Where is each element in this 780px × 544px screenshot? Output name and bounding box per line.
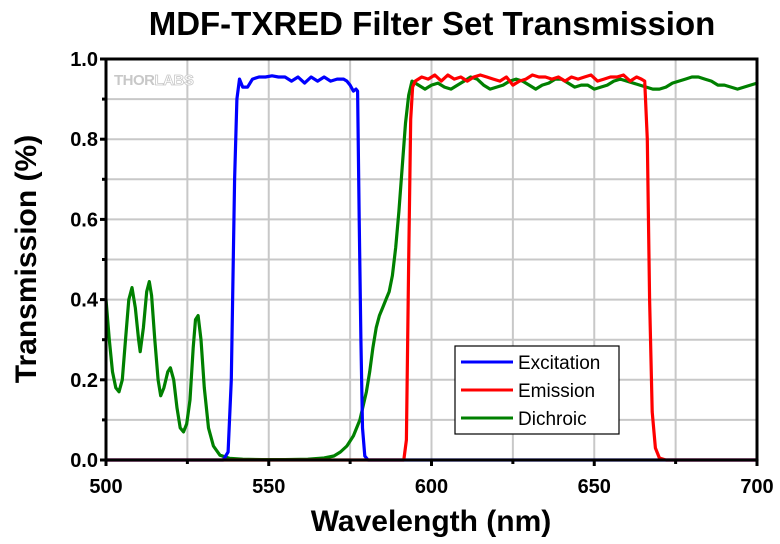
legend-label-dichroic: Dichroic [518,409,587,430]
x-tick-label: 500 [89,476,122,498]
y-tick-labels: 0.0 0.2 0.4 0.6 0.8 1.0 [70,49,99,472]
x-tick-label: 700 [740,476,773,498]
thorlabs-watermark: THORLABS [114,72,194,89]
x-tick-labels: 500 550 600 650 700 [89,476,773,498]
chart-title: MDF-TXRED Filter Set Transmission [149,5,716,42]
series-line-excitation [104,74,759,462]
y-tick-label: 0.4 [70,290,99,312]
series-line-dichroic [104,75,759,462]
grid-lines [106,59,757,460]
y-tick-label: 0.6 [70,209,98,231]
axis-ticks [100,57,759,466]
watermark-dark: THOR [114,72,155,89]
legend-label-emission: Emission [518,381,595,402]
y-tick-label: 0.2 [70,370,98,392]
series-layer [104,73,759,462]
y-tick-label: 1.0 [70,49,98,71]
x-tick-label: 650 [578,476,611,498]
watermark-light: LABS [155,72,194,89]
x-tick-label: 550 [252,476,285,498]
x-tick-label: 600 [415,476,448,498]
series-line-emission [104,73,759,462]
legend-label-excitation: Excitation [518,353,600,374]
legend: Excitation Emission Dichroic [454,345,620,435]
y-tick-label: 0.8 [70,129,98,151]
x-axis-label: Wavelength (nm) [311,505,552,538]
y-tick-label: 0.0 [70,450,98,472]
y-axis-label: Transmission (%) [10,135,43,383]
